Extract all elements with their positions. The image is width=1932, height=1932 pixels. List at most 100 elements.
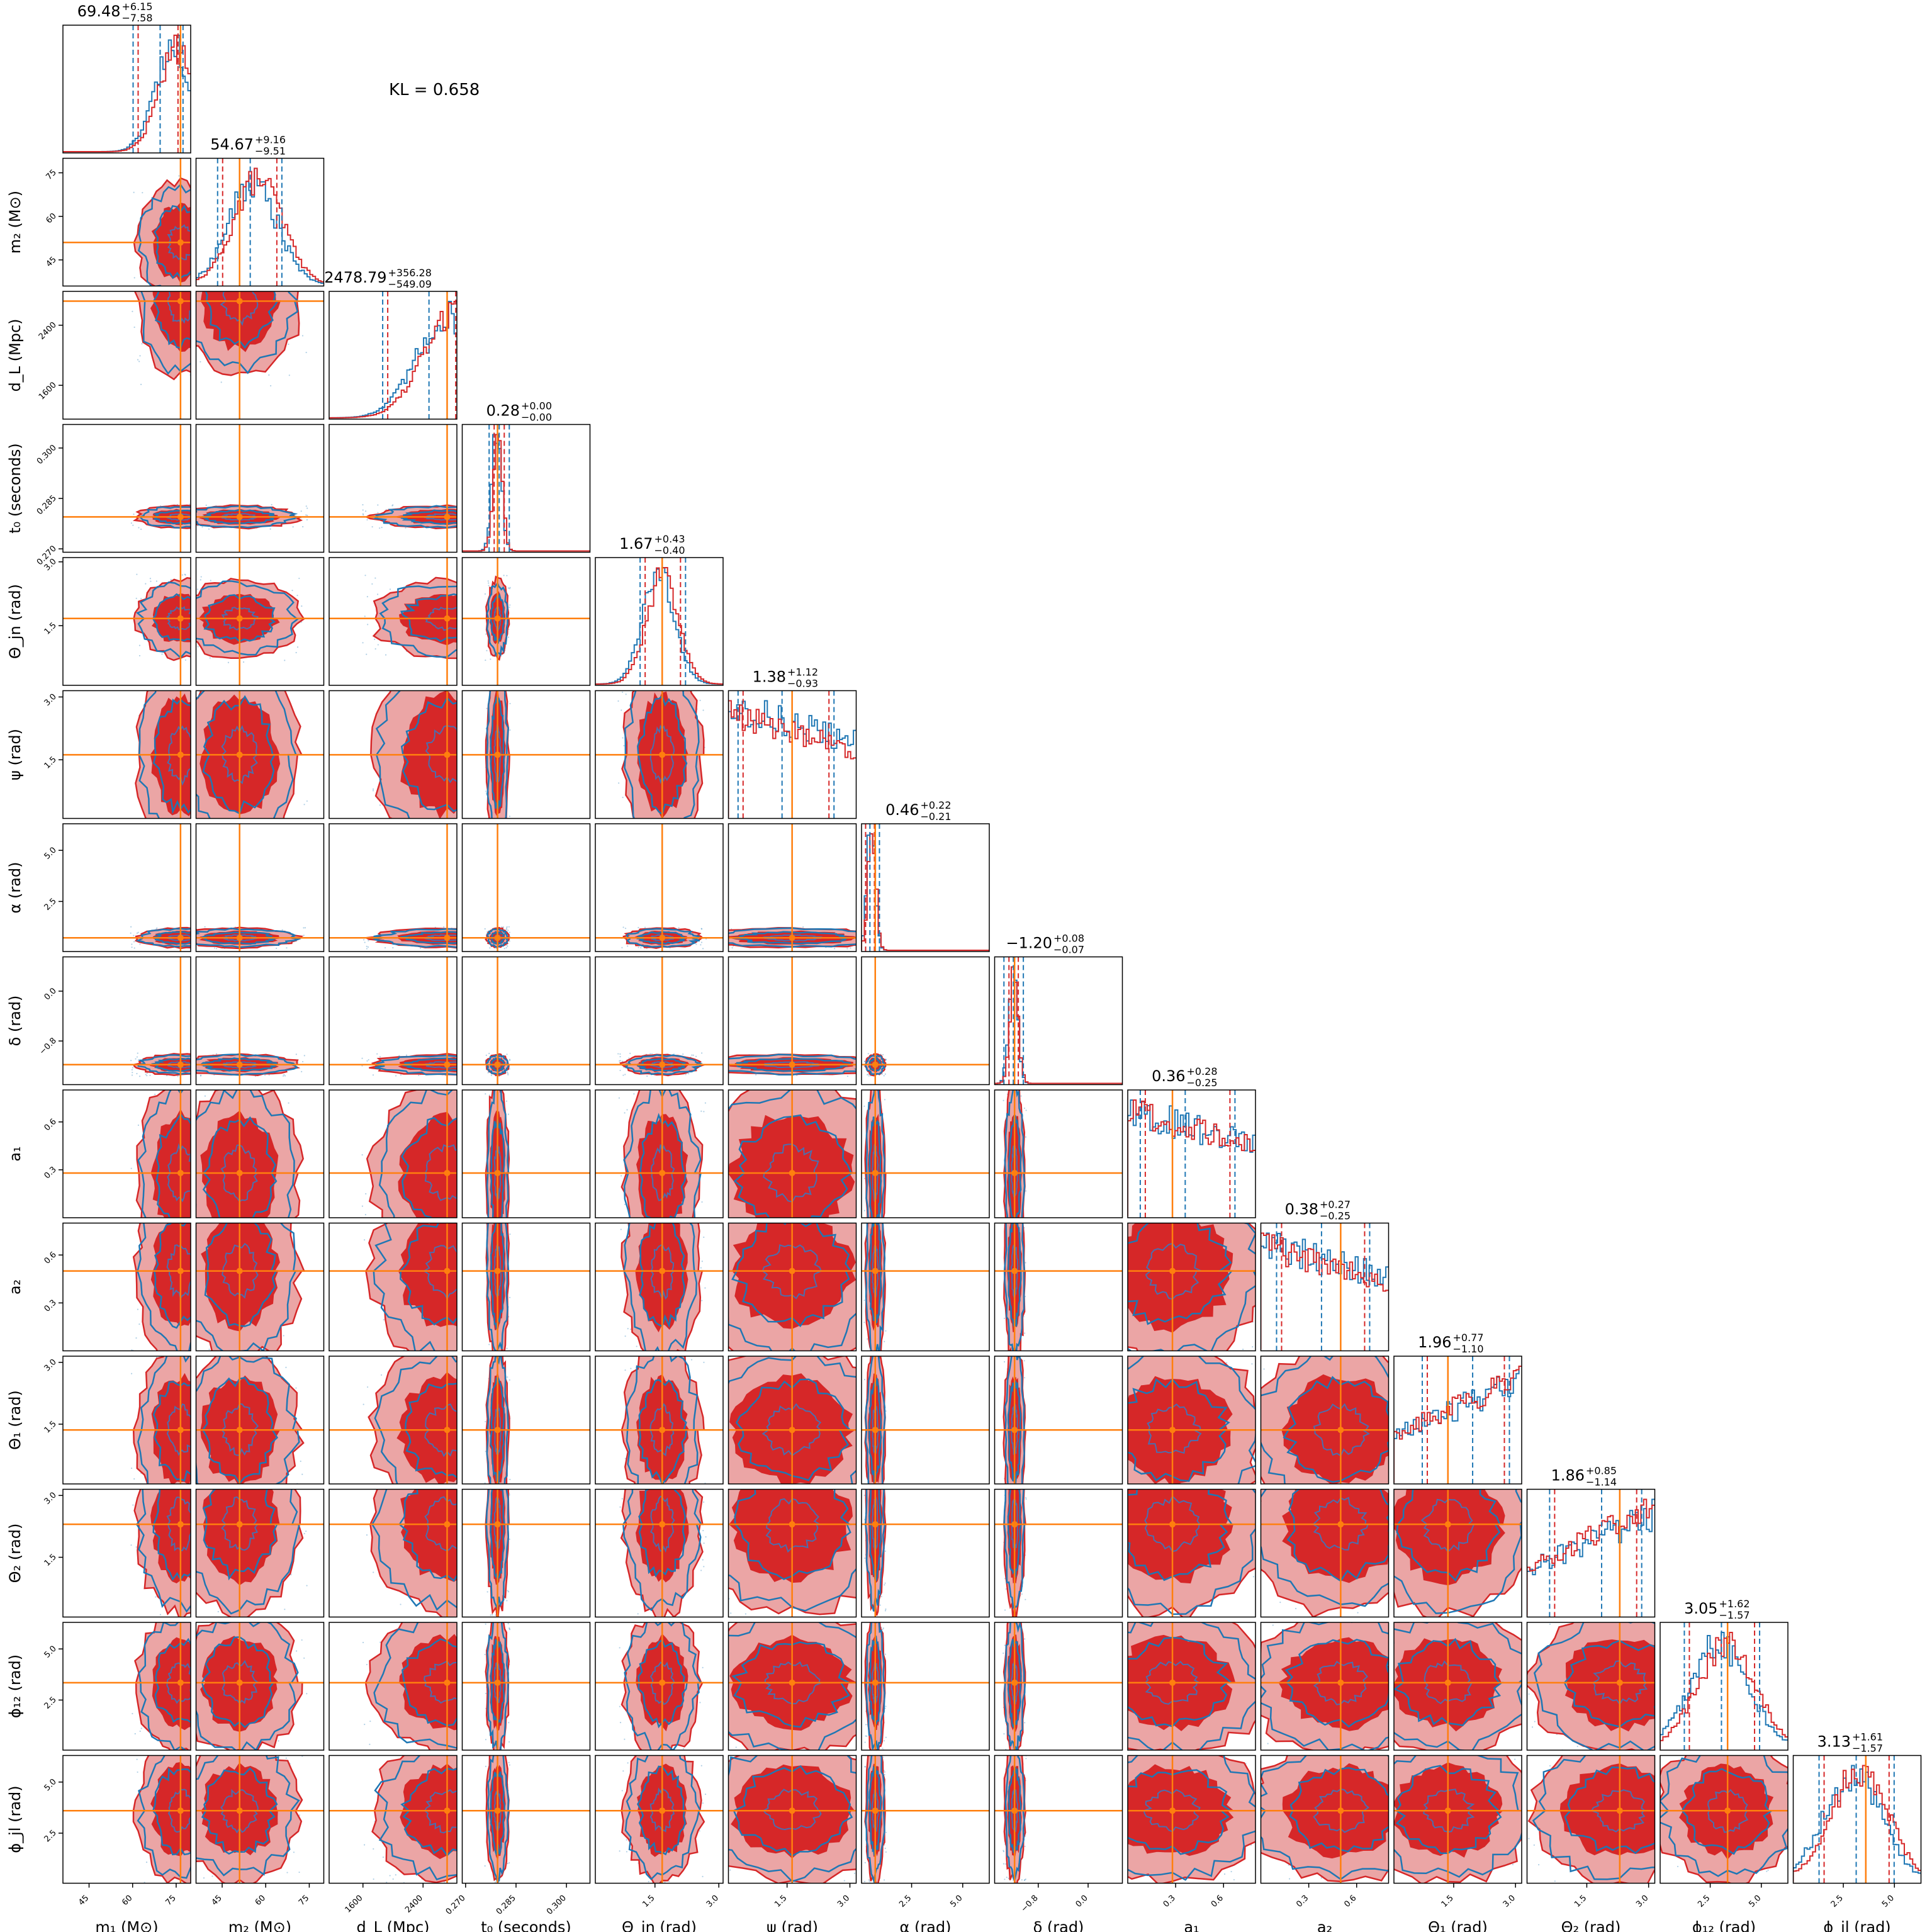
sample-point (1011, 1073, 1012, 1074)
sample-point (525, 929, 527, 931)
sample-point (472, 1456, 473, 1457)
sample-point (193, 250, 194, 252)
sample-point (695, 1597, 697, 1598)
sample-point (259, 262, 261, 263)
truth-marker (444, 1061, 451, 1068)
sample-point (697, 1334, 699, 1335)
contour-core-blue (1312, 1497, 1369, 1551)
sample-point (884, 1073, 886, 1075)
contour-panel-11-8 (994, 1356, 1123, 1485)
sample-point (484, 1243, 485, 1244)
sample-point (1267, 1206, 1269, 1208)
histogram-panel-5: 1.67 +0.43−0.40 (595, 533, 724, 686)
sample-point (505, 1219, 507, 1220)
sample-point (170, 665, 171, 666)
sample-point (192, 1061, 193, 1062)
sample-point (1081, 1335, 1082, 1336)
sample-point (1439, 1429, 1440, 1430)
sample-point (374, 648, 376, 650)
panel-frame (727, 1356, 857, 1485)
sample-point (629, 1369, 630, 1371)
sample-point (897, 1127, 898, 1128)
sample-point (192, 1303, 193, 1305)
truth-marker (494, 615, 501, 622)
sample-point (201, 179, 202, 180)
sample-point (626, 1109, 628, 1111)
sample-point (1025, 1109, 1027, 1111)
panel-frame (62, 690, 191, 819)
sample-point (892, 935, 893, 936)
sample-point (1011, 1071, 1012, 1072)
sample-point (709, 1060, 710, 1061)
truth-marker (872, 1169, 879, 1176)
histogram-panel-7: 0.46 +0.22−0.21 (861, 799, 990, 952)
truth-marker (659, 935, 666, 941)
sample-point (364, 615, 366, 617)
sample-point (190, 687, 191, 688)
y-tick-label: 0.6 (43, 1117, 59, 1133)
contour-panel-12-4 (461, 1488, 591, 1618)
y-axis-label-3: d_L (Mpc) (6, 318, 24, 391)
contour-panel-9-5 (595, 1089, 724, 1218)
histogram-red (1261, 1232, 1389, 1350)
sample-point (362, 514, 364, 516)
contour-inner-blue (1283, 1376, 1389, 1483)
y-tick-label: 0.300 (35, 443, 59, 466)
sample-point (176, 668, 177, 670)
sample-point (1092, 1501, 1093, 1502)
truth-marker (494, 935, 501, 941)
sample-point (890, 1542, 892, 1543)
sample-point (629, 1328, 632, 1330)
sample-point (1025, 1623, 1026, 1624)
sample-point (193, 574, 194, 575)
sample-point (183, 680, 184, 681)
sample-point (699, 699, 701, 702)
sample-point (207, 1486, 208, 1487)
sample-point (384, 946, 386, 949)
sample-point (306, 800, 308, 802)
sample-point (702, 1509, 704, 1510)
sample-point (193, 1373, 194, 1374)
sample-point (485, 1093, 486, 1095)
sample-point (399, 1081, 400, 1082)
sample-point (883, 1218, 884, 1220)
sample-point (400, 1603, 402, 1605)
sample-point (488, 1094, 491, 1096)
sample-point (289, 277, 290, 278)
truth-marker (177, 1679, 184, 1686)
truth-marker (1444, 1521, 1451, 1528)
sample-point (834, 1618, 836, 1619)
sample-point (243, 670, 244, 671)
sample-point (485, 790, 487, 792)
contour-panel-10-9 (1127, 1174, 1274, 1352)
contour-inner-blue (490, 1376, 505, 1484)
sample-point (868, 935, 870, 936)
contour-core-blue (650, 1495, 675, 1553)
sample-point (295, 1053, 297, 1055)
sample-point (1005, 1485, 1006, 1486)
contour-inner-blue (152, 1381, 191, 1482)
sample-point (507, 929, 509, 931)
sample-point (1257, 1175, 1258, 1176)
sample-point (305, 1530, 307, 1532)
sample-point (881, 1073, 883, 1075)
panel-frame (1127, 1488, 1256, 1618)
panel-title-minus-2: −9.51 (255, 145, 286, 157)
sample-point (193, 1534, 194, 1536)
contour-outer-blue (138, 690, 160, 819)
contour-panel-7-1: 2.55.0α (rad) (6, 823, 191, 952)
sample-point (872, 1354, 873, 1355)
sample-point (363, 1358, 364, 1359)
sample-point (463, 1257, 464, 1258)
sample-point (699, 664, 700, 665)
sample-point (199, 1075, 202, 1077)
sample-point (1295, 1607, 1297, 1610)
sample-point (468, 1054, 469, 1055)
sample-point (1419, 1474, 1420, 1475)
contour-inner-blue (405, 1383, 457, 1479)
sample-point (507, 1591, 510, 1593)
contour-panel-7-5 (595, 823, 724, 952)
sample-point (1272, 1174, 1274, 1176)
contour-outer-blue (371, 1489, 457, 1611)
sample-point (367, 1386, 369, 1388)
